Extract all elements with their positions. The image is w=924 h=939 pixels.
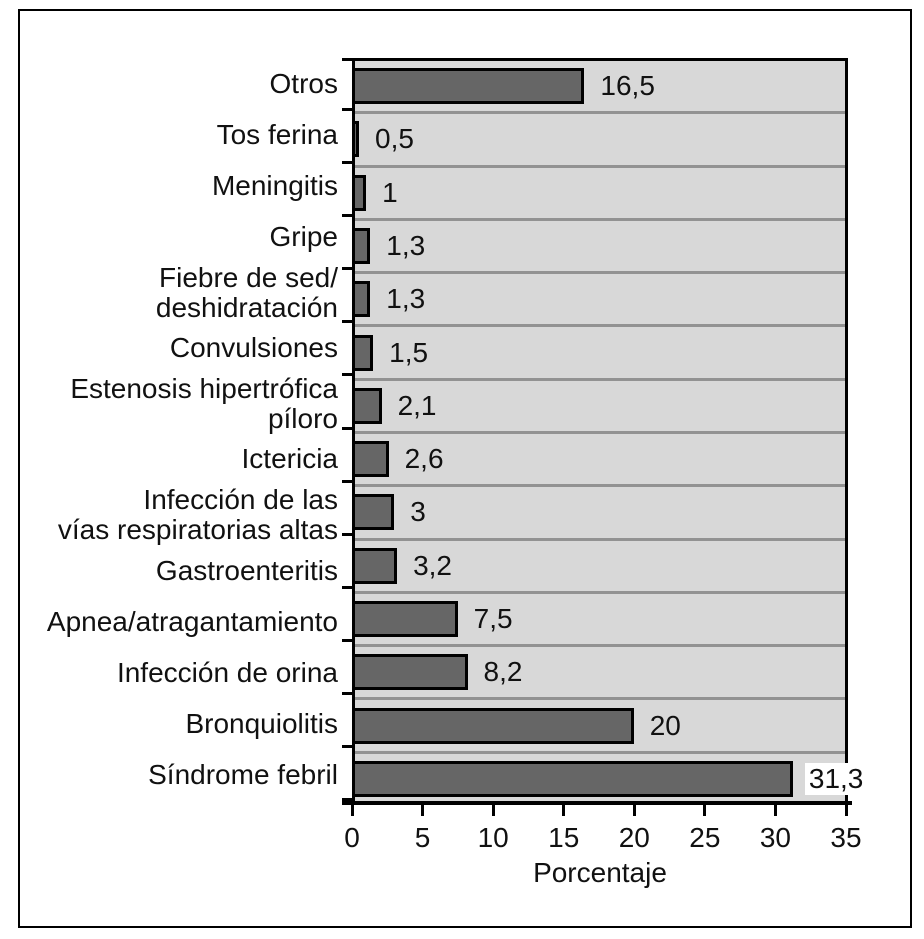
x-tick-label: 20: [618, 822, 650, 853]
value-label: 1,3: [386, 283, 426, 315]
category-label: Estenosis hipertrófica píloro: [70, 372, 338, 434]
category-label: Gripe: [269, 221, 338, 253]
category-label: Fiebre de sed/ deshidratación: [155, 261, 338, 323]
chart-row: 8,2: [352, 647, 845, 701]
category-label: Bronquiolitis: [185, 708, 338, 740]
bar: [352, 654, 468, 691]
value-label: 1,5: [389, 336, 429, 368]
x-tick-label: 10: [477, 822, 509, 853]
x-tick-label: 30: [759, 822, 791, 853]
x-tick: [350, 805, 354, 816]
bar: [352, 387, 382, 424]
plot-area: 16,5 0,5 1 1,3 1,3 1,5 2,1 2,6 3 3,2 7,5 8,2 20 31,3: [352, 58, 868, 804]
x-tick: [844, 805, 848, 816]
chart-row: 0,5: [352, 114, 845, 168]
chart-row: 20: [352, 700, 845, 754]
value-label: 3: [410, 496, 426, 528]
value-label: 3,2: [413, 549, 452, 581]
y-tick: [342, 744, 353, 748]
value-label: 16,5: [600, 70, 655, 102]
category-label: Infección de las vías respiratorias alta…: [57, 484, 338, 545]
value-label: 8,2: [483, 656, 523, 688]
bar: [352, 68, 585, 105]
bar: [352, 600, 458, 637]
chart-row: 1,3: [352, 221, 845, 275]
x-tick: [491, 805, 495, 816]
value-label: 1,3: [386, 229, 426, 261]
chart-row: 1: [352, 168, 845, 221]
chart-row: 1,3: [352, 274, 845, 328]
x-axis-title: Porcentaje: [533, 857, 667, 888]
category-label: Gastroenteritis: [155, 554, 338, 586]
category-label: Convulsiones: [169, 332, 338, 364]
y-tick: [342, 585, 353, 589]
y-tick: [342, 691, 353, 695]
chart-row: 1,5: [352, 327, 845, 381]
y-tick: [342, 161, 353, 165]
value-label: 2,1: [397, 389, 437, 421]
chart-row: 3,2: [352, 541, 845, 594]
x-tick-label: 15: [548, 822, 580, 853]
y-tick: [342, 479, 353, 483]
y-tick: [342, 320, 353, 324]
category-label: Meningitis: [211, 170, 338, 202]
y-tick: [342, 214, 353, 218]
y-tick: [342, 426, 353, 430]
value-label: 2,6: [404, 443, 444, 475]
category-label: Ictericia: [241, 443, 338, 475]
y-tick: [342, 267, 353, 271]
bar: [352, 441, 389, 478]
chart-row: 31,3: [352, 754, 868, 804]
y-tick: [342, 108, 353, 112]
x-tick: [562, 805, 566, 816]
x-tick: [703, 805, 707, 816]
y-tick: [342, 373, 353, 377]
category-label: Síndrome febril: [148, 759, 338, 791]
y-axis-line: [352, 58, 355, 804]
y-tick: [342, 58, 353, 61]
x-tick: [773, 805, 777, 816]
value-label: 7,5: [473, 602, 513, 634]
x-tick-label: 35: [830, 822, 862, 853]
category-labels: Otros Tos ferina Meningitis Gripe Fiebre de …: [20, 58, 338, 801]
chart-row: 16,5: [352, 61, 845, 115]
value-label: 0,5: [375, 123, 414, 155]
category-label: Apnea/atragantamiento: [46, 605, 338, 637]
chart-row: 3: [352, 487, 845, 541]
y-tick: [342, 532, 353, 536]
x-tick: [421, 805, 425, 816]
x-axis-line: [342, 801, 852, 805]
x-tick-label: 5: [414, 822, 431, 853]
category-label: Tos ferina: [216, 118, 338, 150]
bar: [352, 334, 374, 371]
value-label: 31,3: [804, 762, 868, 795]
category-label: Infección de orina: [116, 656, 338, 688]
x-tick-label: 0: [344, 822, 360, 853]
bar: [352, 494, 395, 531]
y-tick: [342, 798, 353, 801]
chart-row: 7,5: [352, 594, 845, 648]
x-tick-label: 25: [689, 822, 721, 853]
bar: [352, 547, 398, 584]
x-tick: [632, 805, 636, 816]
y-tick: [342, 638, 353, 642]
chart-row: 2,6: [352, 434, 845, 488]
bar: [352, 707, 634, 744]
chart-row: 2,1: [352, 381, 845, 434]
value-label: 1: [382, 176, 398, 208]
value-label: 20: [649, 709, 681, 741]
bar: [352, 760, 793, 797]
category-label: Otros: [269, 67, 338, 99]
